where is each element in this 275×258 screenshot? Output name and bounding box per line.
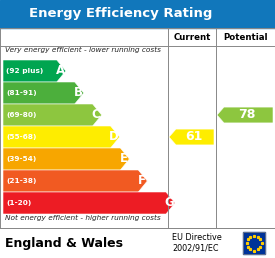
Text: Potential: Potential — [223, 33, 268, 42]
Text: (39-54): (39-54) — [6, 156, 36, 162]
Polygon shape — [3, 126, 120, 148]
Text: G: G — [165, 197, 174, 209]
Text: (21-38): (21-38) — [6, 178, 36, 184]
Bar — [243, 232, 265, 254]
Text: Very energy efficient - lower running costs: Very energy efficient - lower running co… — [5, 47, 161, 53]
Text: EU Directive: EU Directive — [172, 233, 222, 242]
Polygon shape — [217, 107, 273, 123]
Text: (1-20): (1-20) — [6, 200, 31, 206]
Text: B: B — [74, 86, 83, 100]
Text: D: D — [109, 131, 119, 143]
Polygon shape — [3, 170, 147, 192]
Text: Not energy efficient - higher running costs: Not energy efficient - higher running co… — [5, 215, 161, 221]
Bar — [243, 232, 265, 254]
Text: C: C — [92, 109, 101, 122]
Text: (55-68): (55-68) — [6, 134, 36, 140]
Text: (92 plus): (92 plus) — [6, 68, 43, 74]
Polygon shape — [3, 192, 175, 214]
Text: 61: 61 — [185, 131, 203, 143]
Text: 2002/91/EC: 2002/91/EC — [172, 244, 219, 253]
Polygon shape — [3, 104, 102, 126]
Polygon shape — [169, 129, 214, 145]
Text: (81-91): (81-91) — [6, 90, 37, 96]
Text: Current: Current — [173, 33, 211, 42]
Text: Energy Efficiency Rating: Energy Efficiency Rating — [29, 7, 213, 20]
Text: A: A — [56, 64, 65, 77]
Bar — [0, 28, 275, 228]
Text: E: E — [120, 152, 128, 165]
Polygon shape — [3, 60, 66, 82]
Text: England & Wales: England & Wales — [5, 237, 123, 249]
Polygon shape — [3, 148, 129, 170]
Text: (69-80): (69-80) — [6, 112, 36, 118]
Bar — [0, 0, 275, 28]
Text: 78: 78 — [238, 109, 255, 122]
Text: F: F — [138, 174, 146, 188]
Polygon shape — [3, 82, 84, 104]
